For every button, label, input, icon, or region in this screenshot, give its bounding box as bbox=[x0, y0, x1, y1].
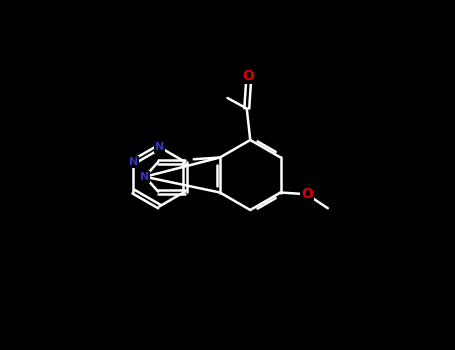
Text: O: O bbox=[301, 187, 313, 201]
Text: N: N bbox=[155, 142, 164, 152]
Text: N: N bbox=[140, 172, 150, 182]
Text: N: N bbox=[129, 157, 138, 167]
Text: O: O bbox=[243, 69, 254, 83]
